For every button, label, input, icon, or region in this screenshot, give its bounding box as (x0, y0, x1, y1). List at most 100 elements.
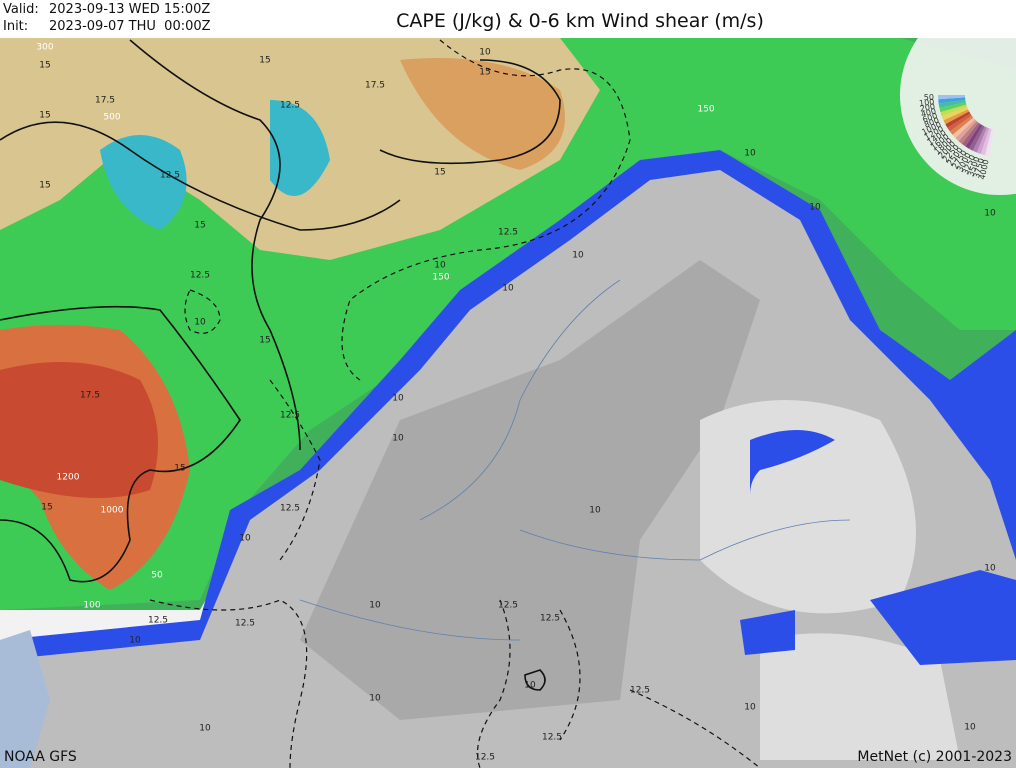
legend-swatch (949, 115, 974, 135)
source: NOAA GFS (4, 749, 77, 765)
shear-label: 12.5 (235, 619, 255, 629)
legend-swatch (972, 126, 987, 153)
shear-label: 10 (369, 694, 381, 704)
terrain-light (700, 400, 960, 760)
cape-label: 100 (83, 601, 100, 611)
shear-label: 15 (259, 336, 270, 346)
shear-label: 15 (39, 111, 50, 121)
dashed-contours (149, 39, 761, 768)
cape-label: 150 (697, 105, 714, 115)
shear-label: 10 (434, 261, 446, 271)
shear-label: 12.5 (280, 411, 300, 421)
cape-label: 50 (151, 571, 163, 581)
legend-label: 50 (924, 93, 934, 102)
legend-swatch (961, 122, 981, 147)
cape-label: 1000 (101, 506, 124, 516)
shear-label: 10 (589, 506, 601, 516)
shear-label: 12.5 (498, 228, 518, 238)
shear-label: 10 (572, 251, 584, 261)
cape-label: 150 (432, 273, 449, 283)
valid-label: Valid: (3, 2, 39, 17)
legend-swatch (941, 107, 968, 121)
shear-label: 12.5 (540, 614, 560, 624)
shear-label: 10 (502, 284, 514, 294)
shear-label: 10 (744, 149, 756, 159)
shear-label: 12.5 (148, 616, 168, 626)
shear-label: 10 (239, 534, 251, 544)
legend-swatch (938, 97, 966, 104)
legend-label: 200 (919, 102, 936, 114)
legend-label: 600 (921, 111, 938, 124)
shear-label: 10 (524, 681, 536, 691)
sea (0, 630, 50, 768)
legend-swatch (965, 124, 983, 149)
shear-label: 10 (964, 723, 976, 733)
legend-swatch (969, 125, 985, 151)
legend-swatch (985, 129, 994, 157)
legend-swatch (952, 117, 975, 139)
shear-blue-patch (740, 430, 1016, 665)
legend-swatch (940, 104, 968, 117)
shear-label: 15 (479, 68, 490, 78)
shear-label: 12.5 (280, 101, 300, 111)
shear-label: 10 (129, 636, 141, 646)
legend-swatch (943, 109, 970, 125)
cape-label: 1200 (57, 473, 80, 483)
legend-swatch (938, 95, 966, 100)
shear-label: 12.5 (630, 686, 650, 696)
shear-label: 10 (199, 724, 211, 734)
legend-swatch (947, 113, 972, 132)
shear-label: 12.5 (475, 753, 495, 763)
map-title: CAPE (J/kg) & 0-6 km Wind shear (m/s) (396, 10, 764, 32)
shear-label: 15 (174, 464, 185, 474)
legend-label: 4000 (978, 159, 991, 181)
legend-swatch (980, 128, 992, 156)
shear-label: 15 (194, 221, 205, 231)
legend-wheel: 4000375035003250300027502500225020001800… (900, 0, 1016, 195)
shear-label: 15 (39, 181, 50, 191)
legend-swatch (955, 119, 977, 142)
legend-swatch (938, 99, 966, 108)
legend-label: 100 (919, 97, 935, 108)
shear-label: 17.5 (80, 391, 100, 401)
shear-label: 10 (194, 318, 206, 328)
cape-mid (400, 58, 565, 170)
cape-max (0, 362, 158, 498)
shear-label: 12.5 (280, 504, 300, 514)
shear-label: 10 (369, 601, 381, 611)
shear-label: 10 (479, 48, 491, 58)
shear-label: 10 (809, 203, 821, 213)
shear-teal (100, 100, 330, 230)
contour-labels: 15 15 15 15 15 15 15 15 15 15 17.5 17.5 17.5 12.5 12.5… (36, 43, 996, 763)
init-label: Init: (3, 19, 28, 34)
legend-swatch (939, 102, 967, 113)
shear-label: 17.5 (95, 96, 115, 106)
shear-label: 10 (984, 564, 996, 574)
rivers (299, 279, 851, 641)
shear-label: 10 (392, 394, 404, 404)
legend-swatch (958, 121, 979, 144)
shear-label: 10 (984, 209, 996, 219)
header-bar (0, 0, 1016, 38)
shear-label: 15 (39, 61, 50, 71)
shear-label: 15 (41, 503, 52, 513)
shear-label: 12.5 (498, 601, 518, 611)
solid-contours (0, 39, 561, 691)
shear-label: 10 (392, 434, 404, 444)
credit: MetNet (c) 2001-2023 (857, 749, 1012, 765)
cape-label: 500 (103, 113, 120, 123)
legend-swatch (945, 111, 971, 128)
shear-label: 12.5 (542, 733, 562, 743)
legend-label: 400 (920, 107, 937, 119)
terrain-dark (300, 260, 760, 720)
shear-label: 10 (744, 703, 756, 713)
shear-label: 15 (434, 168, 445, 178)
shear-label: 12.5 (160, 171, 180, 181)
valid-time: 2023-09-13 WED 15:00Z (49, 2, 210, 17)
shear-label: 17.5 (365, 81, 385, 91)
legend-swatch (976, 127, 990, 154)
shear-label: 12.5 (190, 271, 210, 281)
cape-label: 300 (36, 43, 53, 53)
init-time: 2023-09-07 THU 00:00Z (49, 19, 211, 34)
